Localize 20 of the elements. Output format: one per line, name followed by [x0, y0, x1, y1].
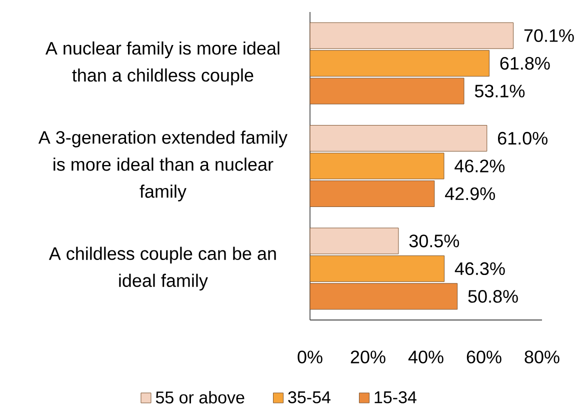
y-tick-label: A nuclear family is more ideal than a childless couple [45, 41, 280, 86]
x-tick-label: 0% [298, 350, 322, 364]
x-tick-label: 40% [408, 350, 444, 364]
x-tick-label: 80% [524, 350, 560, 364]
data-label: 50.8% [468, 290, 518, 303]
legend-label: 15-34 [374, 391, 416, 404]
data-label: 46.2% [454, 160, 505, 172]
y-tick-label: A childless couple can be an ideal family [48, 246, 276, 291]
data-label: 46.3% [454, 262, 505, 276]
data-label: 30.5% [409, 234, 460, 248]
legend-label: 35-54 [288, 391, 330, 404]
data-label: 53.1% [474, 84, 525, 98]
data-label: 61.0% [498, 132, 548, 145]
y-tick-label: A 3-generation extended family is more ideal than a nuclear family [38, 130, 288, 202]
data-label: 70.1% [524, 29, 574, 42]
legend-label: 55 or above [156, 391, 244, 404]
x-tick-label: 60% [466, 350, 502, 364]
data-label: 61.8% [500, 56, 550, 70]
data-label: 42.9% [445, 187, 495, 200]
x-tick-label: 20% [350, 350, 386, 364]
